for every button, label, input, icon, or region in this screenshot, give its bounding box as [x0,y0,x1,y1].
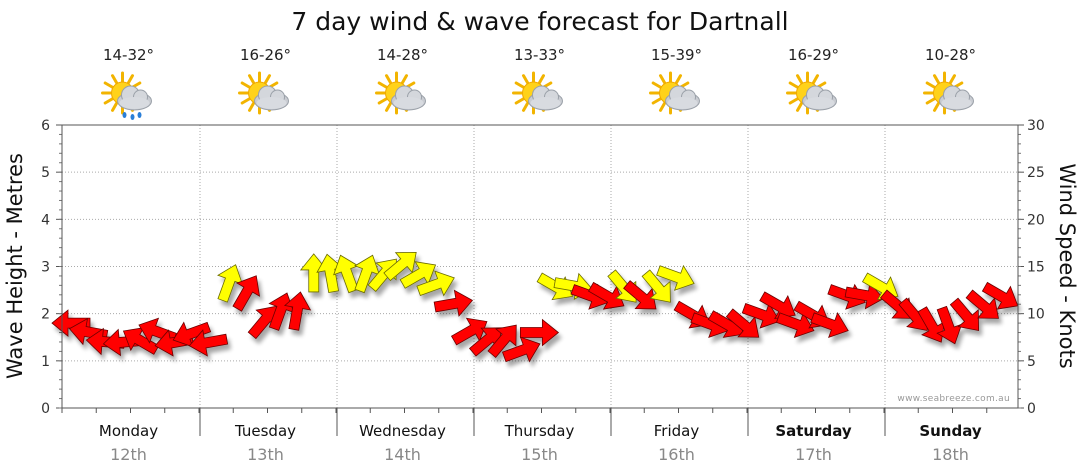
wind-arrow [501,336,541,363]
wind-arrow [487,324,517,359]
day-name: Friday [654,422,700,440]
day-date: 18th [932,445,969,464]
sun-cloud-icon [649,71,700,115]
chart-title: 7 day wind & wave forecast for Dartnall [291,7,788,36]
left-tick-label: 2 [41,307,50,323]
wind-arrow [607,269,637,303]
day-name: Tuesday [234,422,296,440]
day-temperature: 14-28° [377,46,428,64]
sun-cloud-icon [512,71,563,115]
wind-arrow [949,297,980,332]
left-tick-label: 5 [41,165,50,181]
right-tick-label: 10 [1027,307,1045,323]
wind-arrow [981,281,1019,310]
wind-arrow [519,318,560,347]
right-tick-label: 30 [1027,118,1045,134]
right-tick-label: 0 [1027,401,1036,417]
day-temperature: 16-29° [788,46,839,64]
wind-arrow [623,280,657,310]
day-temperature: 13-33° [514,46,565,64]
wind-arrow [725,308,760,338]
day-temperature: 14-32° [103,46,154,64]
day-temperature: 10-28° [925,46,976,64]
wind-arrow [383,251,417,282]
wind-arrow [433,289,474,317]
wind-arrow [587,281,625,310]
credit-text: www.seabreeze.com.au [897,394,1010,404]
right-axis-ticks: 0 5 10 15 20 25 30 [1018,118,1045,417]
day-temperature: 16-26° [240,46,291,64]
sun-cloud-icon [375,71,426,115]
left-axis-ticks: 0 1 2 3 4 5 6 [41,118,62,417]
left-tick-label: 1 [41,354,50,370]
day-name: Sunday [919,422,982,440]
day-date: 13th [247,445,284,464]
day-date: 15th [521,445,558,464]
wind-arrow [299,253,328,293]
wind-arrows [51,251,1019,363]
day-name: Wednesday [359,422,446,440]
wind-arrow [810,312,849,339]
day-labels: Monday 12th Tuesday 13th Wednesday 14th Thursd… [99,422,982,464]
sun-cloud-icon [923,71,974,115]
day-name: Monday [99,422,158,440]
right-tick-label: 15 [1027,260,1045,276]
wind-arrow [283,291,312,331]
sun-cloud-icon [786,71,837,115]
wind-arrow [416,270,455,297]
day-date: 16th [658,445,695,464]
wind-arrow [367,258,397,292]
wind-arrow [188,329,229,357]
right-axis-title: Wind Speed - Knots [1055,163,1079,368]
right-tick-label: 5 [1027,354,1036,370]
wind-arrow [965,289,999,319]
wind-arrow [641,269,671,303]
weather-row: 14-32° 16-26° 14-28° 13-33° 15-39° 16-29° 10-2… [101,46,976,120]
left-axis-title: Wave Height - Metres [3,153,27,379]
plot-frame [61,124,1019,409]
wind-arrow [450,317,488,346]
sun-cloud-icon [238,71,289,115]
left-tick-label: 4 [41,212,50,228]
wind-arrow [656,264,695,291]
left-tick-label: 6 [41,118,50,134]
day-name: Thursday [504,422,575,440]
left-tick-label: 0 [41,401,50,417]
left-tick-label: 3 [41,260,50,276]
day-date: 14th [384,445,421,464]
day-temperature: 15-39° [651,46,702,64]
day-date: 12th [110,445,147,464]
right-tick-label: 25 [1027,165,1045,181]
wind-arrow [232,275,261,312]
right-tick-label: 20 [1027,212,1045,228]
grid-lines [61,125,1018,436]
wind-arrow [759,291,796,320]
day-name: Saturday [775,422,852,440]
day-date: 17th [795,445,832,464]
sun-cloud-rain-icon [101,71,152,120]
